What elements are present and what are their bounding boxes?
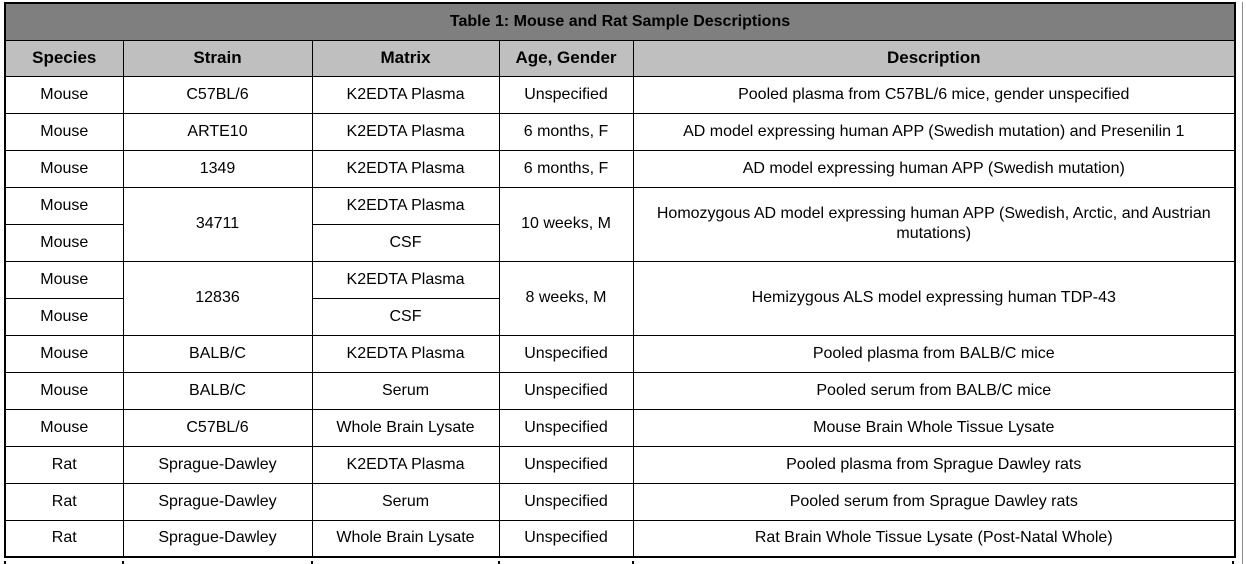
table-cell: K2EDTA Plasma xyxy=(311,334,500,373)
table-row: Rat Sprague-Dawley Serum Unspecified Pooled … xyxy=(4,482,1236,521)
table-cell: BALB/C xyxy=(122,371,313,410)
table-cell: 10 weeks, M xyxy=(498,186,634,262)
table-cell: K2EDTA Plasma xyxy=(311,445,500,484)
next-row-border-stub xyxy=(632,561,634,564)
table-cell: Mouse xyxy=(4,371,124,410)
table-cell: C57BL/6 xyxy=(122,75,313,114)
table-cell: Unspecified xyxy=(498,371,634,410)
table-row: Mouse 12836 K2EDTA Plasma 8 weeks, M Hemizyg… xyxy=(4,260,1236,336)
table-cell: Unspecified xyxy=(498,445,634,484)
table-cell: Hemizygous ALS model expressing human TD… xyxy=(632,260,1236,336)
table-cell: Unspecified xyxy=(498,482,634,521)
table-cell: ARTE10 xyxy=(122,112,313,151)
column-header-strain: Strain xyxy=(122,39,313,77)
table-cell: Mouse xyxy=(4,75,124,114)
table-cell: Rat Brain Whole Tissue Lysate (Post-Nata… xyxy=(632,519,1236,558)
table-cell: Unspecified xyxy=(498,519,634,558)
table-cell: Mouse xyxy=(4,408,124,447)
column-header-description: Description xyxy=(632,39,1236,77)
table-cell: Mouse xyxy=(4,223,124,262)
table-cell: 34711 xyxy=(122,186,313,262)
table-cell: CSF xyxy=(311,223,500,262)
table-cell: Pooled plasma from C57BL/6 mice, gender … xyxy=(632,75,1236,114)
table-cell: C57BL/6 xyxy=(122,408,313,447)
table-title-row: Table 1: Mouse and Rat Sample Descriptio… xyxy=(4,2,1236,41)
table-cell: Sprague-Dawley xyxy=(122,482,313,521)
table-cell: K2EDTA Plasma xyxy=(311,112,500,151)
next-row-border-stub xyxy=(4,561,6,564)
sheet-gridline-right xyxy=(1242,2,1243,564)
table-row: Mouse C57BL/6 K2EDTA Plasma Unspecified Pool… xyxy=(4,75,1236,114)
table-cell: K2EDTA Plasma xyxy=(311,186,500,225)
table-cell: Mouse xyxy=(4,260,124,299)
table-cell: Whole Brain Lysate xyxy=(311,408,500,447)
table-cell: Mouse xyxy=(4,112,124,151)
table-cell: Rat xyxy=(4,445,124,484)
table-header-row: Species Strain Matrix Age, Gender Descri… xyxy=(4,39,1236,77)
table-cell: AD model expressing human APP (Swedish m… xyxy=(632,112,1236,151)
next-row-border-stub xyxy=(311,561,313,564)
next-row-border-stub xyxy=(1232,561,1234,564)
table-cell: Serum xyxy=(311,371,500,410)
table-cell: CSF xyxy=(311,297,500,336)
table-cell: Mouse xyxy=(4,297,124,336)
table-cell: Homozygous AD model expressing human APP… xyxy=(632,186,1236,262)
table-row: Mouse BALB/C K2EDTA Plasma Unspecified Poole… xyxy=(4,334,1236,373)
table-cell: Serum xyxy=(311,482,500,521)
table-cell: BALB/C xyxy=(122,334,313,373)
table-cell: Whole Brain Lysate xyxy=(311,519,500,558)
table-cell: Unspecified xyxy=(498,75,634,114)
table-row: Mouse CSF xyxy=(4,223,1235,262)
table-cell: 1349 xyxy=(122,149,313,188)
table-cell: Pooled serum from BALB/C mice xyxy=(632,371,1236,410)
table-row: Mouse 1349 K2EDTA Plasma 6 months, F AD mode… xyxy=(4,149,1236,188)
table-cell: Mouse xyxy=(4,149,124,188)
next-row-border-stub xyxy=(498,561,500,564)
table-cell: K2EDTA Plasma xyxy=(311,149,500,188)
table-cell: 12836 xyxy=(122,260,313,336)
table-cell: K2EDTA Plasma xyxy=(311,75,500,114)
table-cell: 8 weeks, M xyxy=(498,260,634,336)
table-row: Mouse BALB/C Serum Unspecified Pooled serum … xyxy=(4,371,1236,410)
table-cell: Mouse Brain Whole Tissue Lysate xyxy=(632,408,1236,447)
table-row: Rat Sprague-Dawley Whole Brain Lysate Unspe… xyxy=(4,519,1236,558)
table-cell: Mouse xyxy=(4,334,124,373)
column-header-age-gender: Age, Gender xyxy=(498,39,634,77)
column-header-species: Species xyxy=(4,39,124,77)
table-cell: Rat xyxy=(4,482,124,521)
table-body: Mouse C57BL/6 K2EDTA Plasma Unspecified Pool… xyxy=(4,75,1236,558)
sample-table-container: Table 1: Mouse and Rat Sample Descriptio… xyxy=(4,2,1237,558)
table-cell: K2EDTA Plasma xyxy=(311,260,500,299)
table-cell: 6 months, F xyxy=(498,149,634,188)
table-cell: Pooled plasma from BALB/C mice xyxy=(632,334,1236,373)
column-header-matrix: Matrix xyxy=(311,39,500,77)
table-cell: Unspecified xyxy=(498,408,634,447)
table-row: Mouse C57BL/6 Whole Brain Lysate Unspecifie… xyxy=(4,408,1236,447)
table-cell: Pooled plasma from Sprague Dawley rats xyxy=(632,445,1236,484)
table-row: Mouse ARTE10 K2EDTA Plasma 6 months, F AD mo… xyxy=(4,112,1236,151)
table-cell: Sprague-Dawley xyxy=(122,519,313,558)
table-title: Table 1: Mouse and Rat Sample Descriptio… xyxy=(4,2,1236,41)
table-cell: Unspecified xyxy=(498,334,634,373)
table-cell: Pooled serum from Sprague Dawley rats xyxy=(632,482,1236,521)
table-row: Rat Sprague-Dawley K2EDTA Plasma Unspecifie… xyxy=(4,445,1236,484)
table-row: Mouse CSF xyxy=(4,297,1235,336)
table-cell: 6 months, F xyxy=(498,112,634,151)
table-cell: Sprague-Dawley xyxy=(122,445,313,484)
table-cell: AD model expressing human APP (Swedish m… xyxy=(632,149,1236,188)
mouse-rat-sample-table: Table 1: Mouse and Rat Sample Descriptio… xyxy=(4,2,1237,558)
table-cell: Mouse xyxy=(4,186,124,225)
table-row: Mouse 34711 K2EDTA Plasma 10 weeks, M Homozy… xyxy=(4,186,1236,262)
next-row-border-stub xyxy=(122,561,124,564)
table-cell: Rat xyxy=(4,519,124,558)
